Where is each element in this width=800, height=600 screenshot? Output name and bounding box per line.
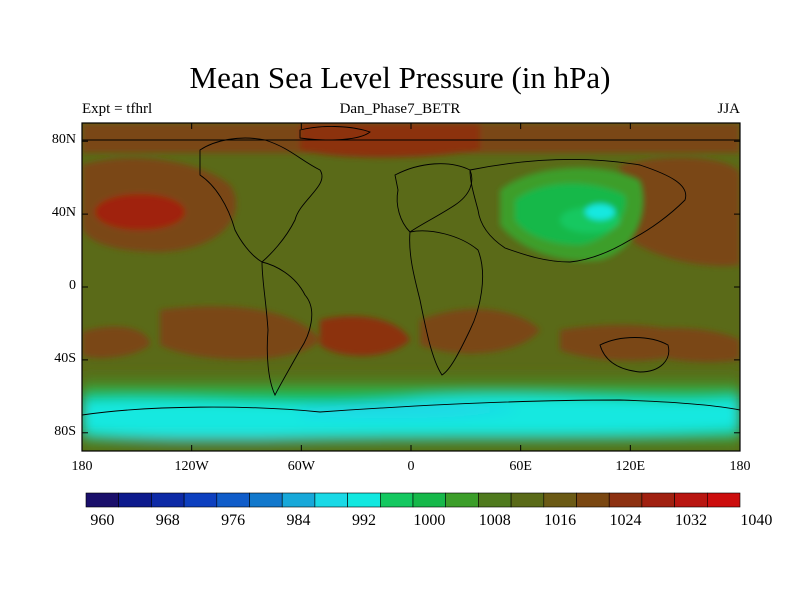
coastlines — [82, 126, 740, 416]
colorbar-swatch — [608, 492, 643, 508]
colorbar-swatch — [641, 492, 675, 508]
colorbar-swatch — [281, 492, 316, 508]
colorbar-label: 960 — [90, 512, 115, 529]
y-tick-label: 40S — [54, 350, 76, 366]
colorbar-label: 1016 — [544, 512, 577, 529]
x-tick-label: 60E — [509, 459, 532, 474]
colorbar-swatch — [216, 492, 250, 508]
colorbar-swatch — [445, 492, 479, 508]
y-tick-label: 0 — [69, 278, 76, 293]
colorbar-swatch — [674, 492, 708, 508]
y-tick-label: 80N — [51, 132, 76, 148]
colorbar-label: 968 — [155, 512, 180, 529]
run-name-label: Dan_Phase7_BETR — [339, 101, 461, 117]
colorbar-swatch — [314, 492, 348, 508]
x-tick-label: 180 — [71, 459, 93, 474]
colorbar-swatch — [706, 492, 741, 508]
colorbar-swatch — [183, 492, 218, 508]
x-tick-label: 0 — [407, 459, 415, 474]
x-tick-label: 120W — [174, 459, 209, 474]
asian-low — [500, 167, 644, 261]
colorbar-label: 1040 — [740, 512, 773, 529]
southern-ocean-low — [82, 375, 740, 451]
colorbar-label: 1008 — [478, 512, 511, 529]
colorbar-swatch — [412, 492, 447, 508]
colorbar-swatch — [379, 492, 414, 508]
y-tick-label: 80S — [54, 423, 76, 439]
experiment-label: Expt = tfhrl — [82, 101, 153, 117]
colorbar-label: 1032 — [674, 512, 707, 529]
colorbar-swatch — [85, 492, 120, 508]
colorbar-swatch — [510, 492, 545, 508]
season-label: JJA — [717, 101, 740, 117]
colorbar-label: 1024 — [609, 512, 642, 529]
y-tick-label: 40N — [51, 205, 76, 221]
plot-title: Mean Sea Level Pressure (in hPa) — [189, 60, 611, 95]
colorbar-label: 1000 — [413, 512, 446, 529]
colorbar-label: 984 — [286, 512, 311, 529]
colorbar-swatch — [118, 492, 152, 508]
colorbar-swatch — [347, 492, 381, 508]
colorbar-swatch — [151, 492, 185, 508]
colorbar — [85, 492, 741, 508]
colorbar-swatch — [249, 492, 283, 508]
x-tick-label: 180 — [729, 459, 751, 474]
axis-ticks — [81, 123, 741, 451]
x-tick-label: 120E — [615, 459, 646, 474]
colorbar-label: 992 — [351, 512, 376, 529]
colorbar-swatch — [478, 492, 512, 508]
colorbar-swatch — [543, 492, 577, 508]
colorbar-label: 976 — [221, 512, 246, 529]
pressure-field — [82, 123, 740, 451]
x-tick-label: 60W — [287, 459, 315, 474]
colorbar-swatch — [576, 492, 610, 508]
